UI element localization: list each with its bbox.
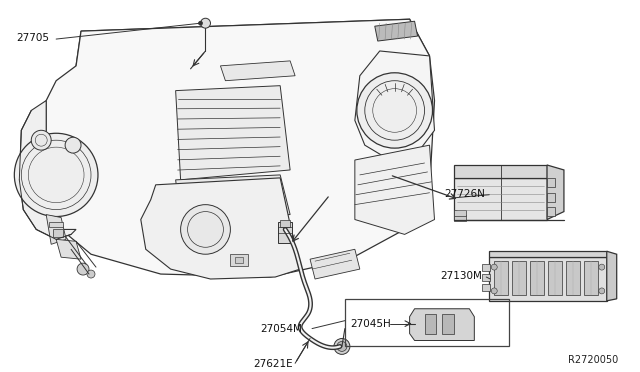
Polygon shape <box>310 249 360 279</box>
Bar <box>49 221 63 227</box>
Bar <box>243 199 266 208</box>
Polygon shape <box>607 251 617 301</box>
Circle shape <box>180 205 230 254</box>
Bar <box>212 187 236 196</box>
Bar <box>278 221 292 243</box>
Bar <box>483 264 490 271</box>
Bar <box>182 199 207 208</box>
Polygon shape <box>454 165 547 178</box>
Circle shape <box>599 288 605 294</box>
Bar <box>483 284 490 291</box>
Polygon shape <box>175 86 290 180</box>
Text: 27621E: 27621E <box>253 359 293 369</box>
Polygon shape <box>489 251 607 257</box>
Bar <box>547 193 555 202</box>
Bar <box>566 261 580 295</box>
Bar <box>584 261 598 295</box>
Bar <box>53 230 63 237</box>
Circle shape <box>337 341 347 352</box>
Circle shape <box>599 264 605 270</box>
Text: 27130M: 27130M <box>440 271 483 281</box>
Polygon shape <box>19 100 76 239</box>
Polygon shape <box>410 309 474 340</box>
Text: 27726N: 27726N <box>444 189 485 199</box>
Polygon shape <box>141 178 300 279</box>
Polygon shape <box>175 175 290 219</box>
Circle shape <box>492 288 497 294</box>
Polygon shape <box>76 19 429 73</box>
Circle shape <box>200 18 211 28</box>
Bar <box>236 257 243 263</box>
Circle shape <box>14 133 98 217</box>
Polygon shape <box>56 239 81 259</box>
Polygon shape <box>355 145 435 234</box>
Circle shape <box>357 73 433 148</box>
Polygon shape <box>46 215 66 244</box>
Polygon shape <box>355 51 435 160</box>
Bar <box>530 261 544 295</box>
Bar <box>483 274 490 281</box>
Bar <box>454 215 467 221</box>
Bar <box>494 261 508 295</box>
Text: 27045H: 27045H <box>350 319 390 328</box>
Polygon shape <box>220 61 295 81</box>
Bar <box>280 219 290 227</box>
Bar <box>547 178 555 187</box>
Circle shape <box>65 137 81 153</box>
Text: R2720050: R2720050 <box>568 355 619 365</box>
Bar <box>182 187 207 196</box>
Bar <box>548 261 562 295</box>
Circle shape <box>87 270 95 278</box>
Polygon shape <box>489 257 607 301</box>
Polygon shape <box>547 165 564 219</box>
Text: 27054M: 27054M <box>260 324 302 334</box>
Bar <box>442 314 454 334</box>
Bar <box>424 314 436 334</box>
Bar <box>212 199 236 208</box>
Bar <box>230 254 248 266</box>
Polygon shape <box>375 21 417 41</box>
Circle shape <box>198 21 202 25</box>
Circle shape <box>31 130 51 150</box>
Polygon shape <box>46 19 435 277</box>
Bar <box>512 261 526 295</box>
Polygon shape <box>454 178 547 219</box>
Bar <box>454 209 467 215</box>
Circle shape <box>334 339 350 355</box>
Circle shape <box>77 263 89 275</box>
Bar <box>547 206 555 215</box>
Bar <box>243 187 266 196</box>
Text: 27705: 27705 <box>16 33 49 43</box>
Bar <box>345 299 509 346</box>
Circle shape <box>492 264 497 270</box>
